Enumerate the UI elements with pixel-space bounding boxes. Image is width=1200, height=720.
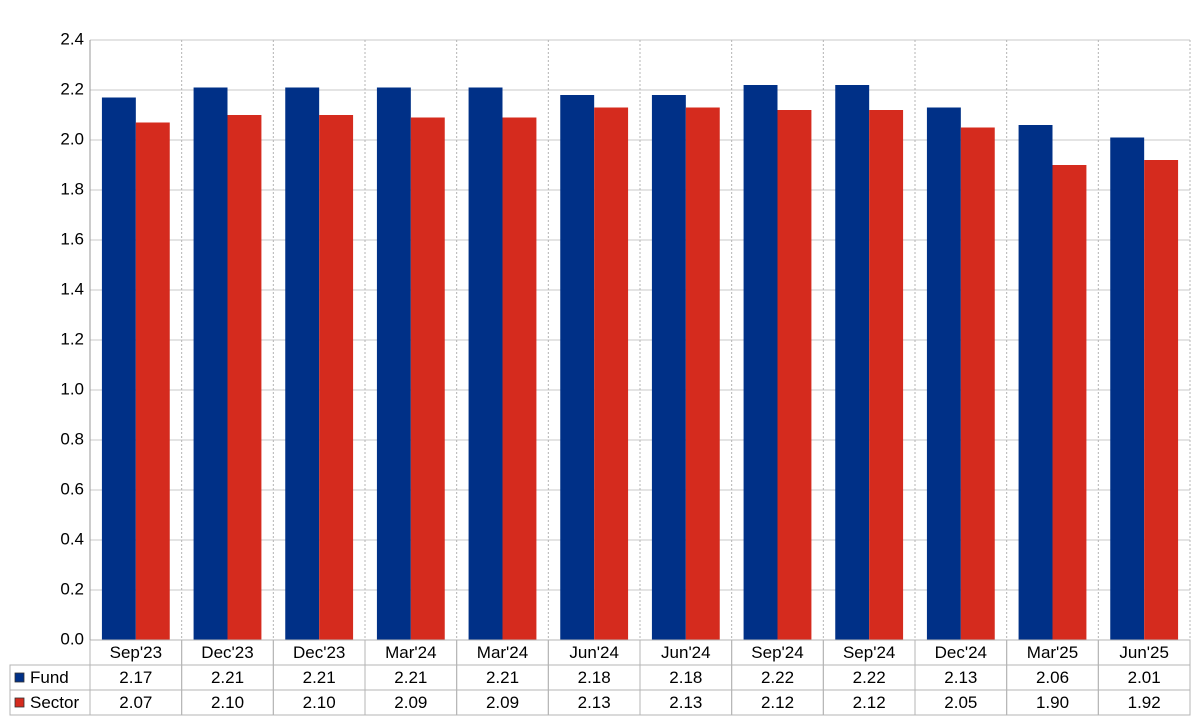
- table-value: 2.06: [1036, 668, 1069, 687]
- bar: [685, 107, 720, 640]
- bar: [651, 95, 686, 640]
- table-cell: [1097, 689, 1191, 716]
- bar: [468, 87, 503, 640]
- table-value: 2.18: [578, 668, 611, 687]
- table-value: 2.10: [303, 693, 336, 712]
- y-tick-label: 1.2: [60, 329, 84, 348]
- table-value: 2.13: [578, 693, 611, 712]
- table-value: 2.01: [1128, 668, 1161, 687]
- y-tick-label: 1.6: [60, 229, 84, 248]
- legend-label: Sector: [30, 693, 79, 712]
- table-value: 2.17: [119, 668, 152, 687]
- y-tick-label: 2.2: [60, 79, 84, 98]
- x-tick-label: Jun'24: [661, 643, 711, 662]
- table-value: 1.90: [1036, 693, 1069, 712]
- table-value: 2.09: [486, 693, 519, 712]
- x-tick-label: Dec'23: [293, 643, 345, 662]
- bar: [135, 122, 170, 640]
- y-tick-label: 1.4: [60, 279, 84, 298]
- bar: [869, 110, 904, 640]
- x-tick-label: Dec'23: [201, 643, 253, 662]
- bar: [960, 127, 995, 640]
- x-tick-label: Mar'24: [477, 643, 528, 662]
- bar: [101, 97, 136, 640]
- x-tick-label: Sep'23: [110, 643, 162, 662]
- table-value: 2.12: [853, 693, 886, 712]
- legend-label: Fund: [30, 668, 69, 687]
- y-tick-label: 0.2: [60, 579, 84, 598]
- y-tick-label: 0.6: [60, 479, 84, 498]
- table-cell: [9, 689, 91, 716]
- legend-swatch: [14, 697, 25, 708]
- table-value: 2.21: [394, 668, 427, 687]
- table-value: 2.07: [119, 693, 152, 712]
- y-tick-label: 0.8: [60, 429, 84, 448]
- table-value: 2.22: [853, 668, 886, 687]
- bar: [1052, 165, 1087, 640]
- y-tick-label: 1.0: [60, 379, 84, 398]
- table-value: 2.13: [669, 693, 702, 712]
- bar: [410, 117, 445, 640]
- table-value: 1.92: [1128, 693, 1161, 712]
- bar: [193, 87, 228, 640]
- y-tick-label: 2.0: [60, 129, 84, 148]
- bar: [926, 107, 961, 640]
- y-tick-label: 1.8: [60, 179, 84, 198]
- table-value: 2.13: [944, 668, 977, 687]
- bar: [227, 115, 262, 640]
- x-tick-label: Dec'24: [935, 643, 987, 662]
- bar: [835, 85, 870, 640]
- table-value: 2.22: [761, 668, 794, 687]
- bar: [560, 95, 595, 640]
- x-tick-label: Jun'24: [569, 643, 619, 662]
- table-value: 2.12: [761, 693, 794, 712]
- x-tick-label: Mar'24: [385, 643, 436, 662]
- bar: [743, 85, 778, 640]
- y-tick-label: 0.4: [60, 529, 84, 548]
- x-tick-label: Mar'25: [1027, 643, 1078, 662]
- table-value: 2.09: [394, 693, 427, 712]
- table-value: 2.21: [486, 668, 519, 687]
- table-value: 2.21: [303, 668, 336, 687]
- table-value: 2.10: [211, 693, 244, 712]
- bar: [502, 117, 537, 640]
- bar: [594, 107, 629, 640]
- legend-swatch: [14, 672, 25, 683]
- table-value: 2.21: [211, 668, 244, 687]
- x-tick-label: Sep'24: [843, 643, 895, 662]
- bar: [1144, 160, 1179, 640]
- y-tick-label: 0.0: [60, 629, 84, 648]
- table-value: 2.18: [669, 668, 702, 687]
- bar: [376, 87, 411, 640]
- x-tick-label: Sep'24: [751, 643, 803, 662]
- bar: [285, 87, 320, 640]
- y-tick-label: 2.4: [60, 29, 84, 48]
- bar: [1110, 137, 1145, 640]
- bar: [1018, 125, 1053, 640]
- bar: [319, 115, 354, 640]
- x-tick-label: Jun'25: [1119, 643, 1169, 662]
- table-value: 2.05: [944, 693, 977, 712]
- bar: [777, 110, 812, 640]
